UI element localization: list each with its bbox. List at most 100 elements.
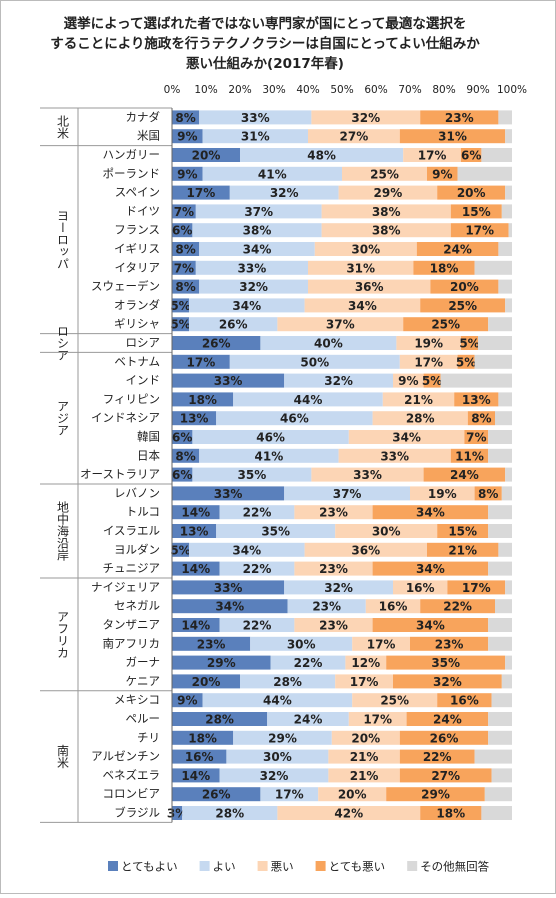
category-label: 南アフリカ (103, 636, 161, 650)
bar-segment (172, 618, 220, 632)
bar-segment (488, 524, 512, 538)
bar-segment (172, 768, 220, 783)
bar-segment (498, 279, 512, 294)
bar-segment (219, 561, 295, 576)
value-label: 28% (406, 412, 435, 426)
bar-segment (420, 806, 482, 820)
category-label: セネガル (114, 599, 160, 613)
bar-segment (199, 448, 339, 463)
bar-segment (420, 298, 506, 313)
bar-segment (342, 166, 427, 181)
bar-segment (474, 749, 512, 764)
value-label: 41% (255, 449, 284, 463)
bar-segment (172, 655, 271, 670)
value-label: 33% (214, 487, 243, 501)
bar-segment (192, 430, 349, 444)
category-label: ヨルダン (114, 542, 160, 556)
bar-segment (491, 693, 512, 708)
bar-segment (399, 768, 492, 783)
bar-segment (403, 317, 489, 332)
value-label: 14% (181, 619, 210, 633)
value-label: 5% (170, 543, 190, 557)
bar-segment (393, 373, 424, 388)
x-tick-label: 10% (194, 84, 217, 96)
value-label: 33% (380, 449, 409, 463)
group-label: 南米 (56, 743, 70, 768)
category-label: ケニア (126, 674, 161, 688)
bar-segment (172, 298, 189, 313)
bar-segment (403, 148, 461, 162)
bar-segment (335, 674, 393, 689)
legend-label: その他無回答 (420, 860, 489, 874)
value-label: 6% (461, 149, 481, 163)
category-label: ナイジェリア (91, 580, 160, 594)
value-label: 30% (263, 750, 292, 764)
value-label: 37% (333, 487, 362, 501)
category-label: 韓国 (137, 430, 160, 444)
value-label: 8% (471, 412, 491, 426)
bar-segment (488, 712, 512, 726)
category-label: オーストラリア (80, 467, 160, 481)
bar-segment (348, 430, 465, 444)
bar-segment (321, 223, 451, 238)
value-label: 18% (430, 261, 459, 275)
category-label: メキシコ (114, 693, 160, 707)
bar-segment (172, 204, 196, 219)
category-label: ハンガリー (103, 148, 161, 162)
legend-swatch (108, 861, 118, 871)
value-label: 13% (180, 412, 209, 426)
bar-segment (420, 110, 499, 125)
bar-segment (420, 599, 495, 614)
bar-segment (501, 486, 512, 501)
bar-segment (172, 467, 193, 482)
value-label: 31% (438, 130, 467, 144)
bar-segment (172, 787, 261, 802)
value-label: 23% (312, 600, 341, 614)
bar-segment (182, 806, 278, 820)
bar-segment (372, 561, 489, 576)
value-label: 25% (431, 318, 460, 332)
bar-segment (172, 148, 240, 162)
value-label: 32% (260, 769, 289, 783)
bar-segment (294, 618, 373, 632)
value-label: 8% (175, 243, 195, 257)
bar-segment (365, 599, 421, 614)
value-label: 31% (346, 261, 375, 275)
bar-segment (172, 223, 193, 238)
value-label: 17% (465, 224, 494, 238)
bar-segment (352, 636, 410, 651)
value-label: 6% (172, 431, 192, 445)
bar-segment (423, 467, 506, 482)
value-label: 18% (188, 731, 217, 745)
value-label: 17% (350, 675, 379, 689)
bar-segment (505, 580, 512, 595)
bar-segment (172, 392, 234, 407)
bar-segment (294, 561, 373, 576)
bar-segment (461, 336, 478, 350)
x-tick-label: 20% (228, 84, 251, 96)
value-label: 9% (398, 374, 418, 388)
bar-segment (372, 505, 489, 520)
bar-segment (172, 693, 203, 708)
value-label: 14% (181, 769, 210, 783)
legend-label: 悪い (271, 860, 294, 874)
bar-segment (308, 129, 400, 144)
value-label: 33% (238, 261, 267, 275)
bar-segment (233, 730, 332, 745)
bar-segment (505, 467, 512, 482)
value-label: 14% (181, 562, 210, 576)
value-label: 32% (433, 675, 462, 689)
bar-segment (427, 166, 458, 181)
category-label: スペイン (115, 185, 160, 199)
x-tick-label: 70% (398, 84, 421, 96)
group-label: ロシア (56, 325, 70, 361)
bar-segment (491, 768, 512, 783)
value-label: 33% (241, 111, 270, 125)
value-label: 48% (307, 149, 336, 163)
value-label: 16% (379, 600, 408, 614)
bar-segment (199, 110, 312, 125)
value-label: 38% (372, 205, 401, 219)
value-label: 30% (351, 243, 380, 257)
bar-segment (284, 373, 393, 388)
